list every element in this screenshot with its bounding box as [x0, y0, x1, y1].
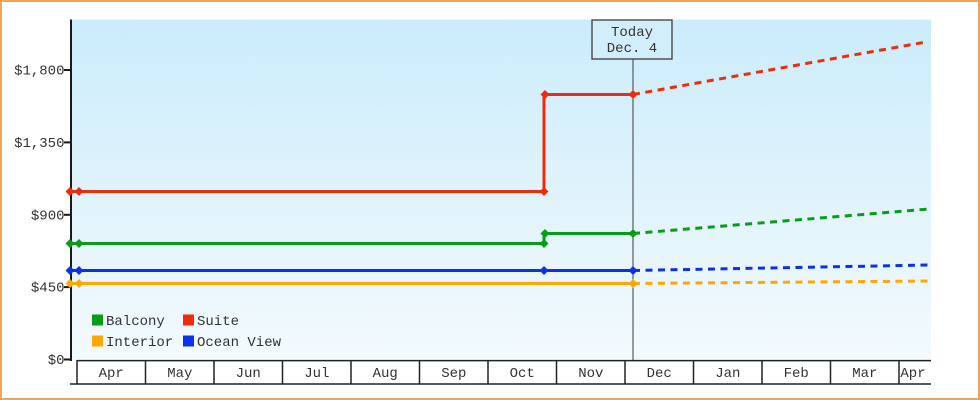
svg-text:Jul: Jul	[304, 366, 329, 382]
svg-text:Ocean View: Ocean View	[197, 335, 282, 351]
svg-text:Oct: Oct	[510, 366, 535, 382]
svg-text:Jun: Jun	[236, 366, 261, 382]
svg-text:Suite: Suite	[197, 314, 239, 330]
svg-text:Dec. 4: Dec. 4	[607, 41, 657, 57]
svg-text:Apr: Apr	[900, 366, 925, 382]
svg-text:Interior: Interior	[106, 335, 173, 351]
svg-text:Jan: Jan	[715, 366, 740, 382]
svg-text:$450: $450	[31, 281, 65, 297]
svg-text:Sep: Sep	[441, 366, 466, 382]
svg-text:Apr: Apr	[99, 366, 124, 382]
svg-text:$0: $0	[48, 353, 65, 369]
svg-text:$1,350: $1,350	[14, 136, 64, 152]
svg-text:Dec: Dec	[647, 366, 672, 382]
svg-text:Mar: Mar	[852, 366, 877, 382]
svg-text:Nov: Nov	[578, 366, 603, 382]
svg-text:Feb: Feb	[784, 366, 809, 382]
svg-text:May: May	[167, 366, 192, 382]
svg-text:$900: $900	[31, 208, 65, 224]
svg-text:Aug: Aug	[373, 366, 398, 382]
svg-text:$1,800: $1,800	[14, 64, 64, 80]
svg-text:Today: Today	[611, 25, 653, 41]
svg-text:Balcony: Balcony	[106, 314, 165, 330]
